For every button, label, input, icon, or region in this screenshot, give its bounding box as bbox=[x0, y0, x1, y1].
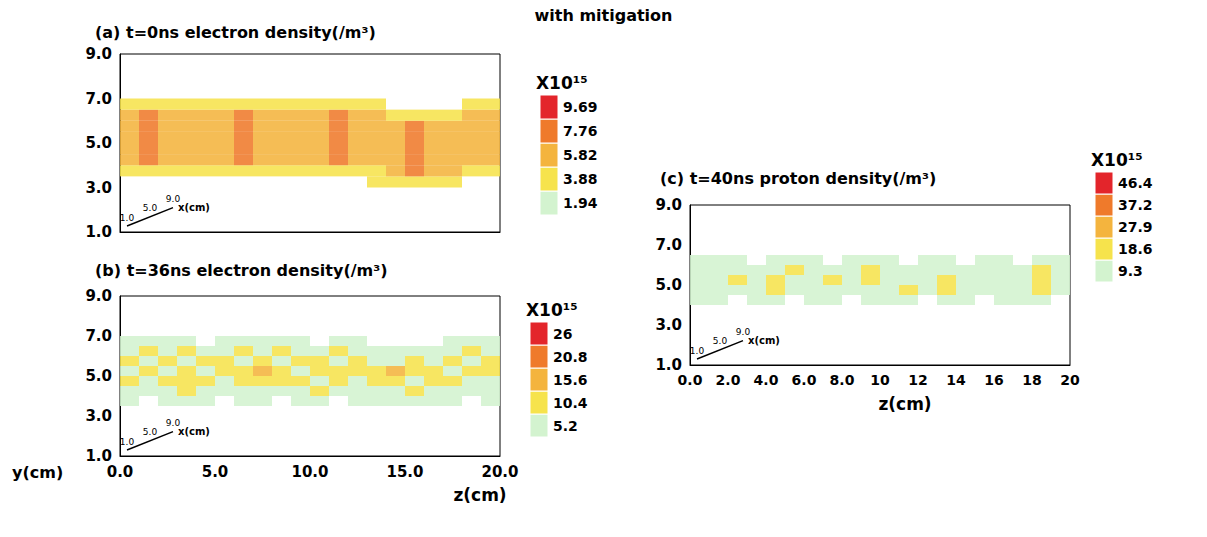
svg-text:7.0: 7.0 bbox=[85, 90, 112, 108]
svg-text:15.6: 15.6 bbox=[553, 372, 588, 388]
svg-text:2.0: 2.0 bbox=[716, 372, 741, 388]
svg-text:(b) t=36ns electron density(/m: (b) t=36ns electron density(/m³) bbox=[95, 261, 388, 280]
svg-text:27.9: 27.9 bbox=[1118, 219, 1153, 235]
svg-text:3.0: 3.0 bbox=[655, 316, 682, 334]
svg-text:5.0: 5.0 bbox=[85, 134, 112, 152]
svg-text:1.94: 1.94 bbox=[563, 195, 598, 211]
svg-text:5.0: 5.0 bbox=[143, 427, 158, 437]
svg-text:X10¹⁵: X10¹⁵ bbox=[526, 300, 578, 320]
svg-text:5.0: 5.0 bbox=[85, 367, 112, 385]
svg-text:12: 12 bbox=[908, 372, 927, 388]
svg-text:(c) t=40ns proton density(/m³): (c) t=40ns proton density(/m³) bbox=[660, 169, 936, 188]
svg-text:1.0: 1.0 bbox=[120, 437, 135, 447]
svg-text:4.0: 4.0 bbox=[754, 372, 779, 388]
svg-text:X10¹⁵: X10¹⁵ bbox=[536, 73, 588, 93]
svg-text:y(cm): y(cm) bbox=[12, 463, 63, 482]
svg-text:x(cm): x(cm) bbox=[178, 426, 210, 437]
svg-text:x(cm): x(cm) bbox=[748, 335, 780, 346]
svg-text:20: 20 bbox=[1060, 372, 1080, 388]
svg-text:1.0: 1.0 bbox=[85, 447, 112, 465]
svg-text:10.4: 10.4 bbox=[553, 395, 588, 411]
svg-text:7.76: 7.76 bbox=[563, 123, 598, 139]
svg-text:(a) t=0ns electron density(/m³: (a) t=0ns electron density(/m³) bbox=[95, 23, 376, 42]
svg-text:9.69: 9.69 bbox=[563, 99, 598, 115]
svg-text:1.0: 1.0 bbox=[690, 346, 705, 356]
svg-text:8.0: 8.0 bbox=[830, 372, 855, 388]
svg-text:9.0: 9.0 bbox=[85, 45, 112, 63]
svg-text:26: 26 bbox=[553, 326, 572, 342]
svg-text:7.0: 7.0 bbox=[655, 236, 682, 254]
svg-text:5.0: 5.0 bbox=[202, 463, 229, 481]
svg-text:x(cm): x(cm) bbox=[178, 202, 210, 213]
svg-text:9.3: 9.3 bbox=[1118, 263, 1143, 279]
svg-text:9.0: 9.0 bbox=[735, 327, 751, 338]
svg-text:0.0: 0.0 bbox=[107, 463, 134, 481]
svg-text:20.8: 20.8 bbox=[553, 349, 588, 365]
svg-text:with mitigation: with mitigation bbox=[535, 6, 673, 25]
svg-text:46.4: 46.4 bbox=[1118, 175, 1153, 191]
svg-text:1.0: 1.0 bbox=[120, 213, 135, 223]
svg-text:5.0: 5.0 bbox=[713, 336, 728, 346]
svg-text:0.0: 0.0 bbox=[678, 372, 703, 388]
svg-text:X10¹⁵: X10¹⁵ bbox=[1091, 150, 1143, 170]
svg-text:9.0: 9.0 bbox=[165, 194, 181, 205]
svg-text:5.82: 5.82 bbox=[563, 147, 598, 163]
svg-text:9.0: 9.0 bbox=[165, 418, 181, 429]
svg-text:1.0: 1.0 bbox=[655, 356, 682, 374]
svg-text:37.2: 37.2 bbox=[1118, 197, 1153, 213]
svg-text:20.0: 20.0 bbox=[481, 463, 518, 481]
svg-text:14: 14 bbox=[946, 372, 966, 388]
svg-text:3.88: 3.88 bbox=[563, 171, 598, 187]
svg-text:5.2: 5.2 bbox=[553, 418, 578, 434]
svg-text:6.0: 6.0 bbox=[792, 372, 817, 388]
svg-text:7.0: 7.0 bbox=[85, 327, 112, 345]
svg-text:16: 16 bbox=[984, 372, 1003, 388]
svg-text:3.0: 3.0 bbox=[85, 179, 112, 197]
svg-text:1.0: 1.0 bbox=[85, 223, 112, 241]
svg-text:10: 10 bbox=[870, 372, 890, 388]
svg-text:5.0: 5.0 bbox=[655, 276, 682, 294]
svg-text:z(cm): z(cm) bbox=[878, 394, 931, 414]
svg-text:10.0: 10.0 bbox=[291, 463, 328, 481]
svg-text:15.0: 15.0 bbox=[386, 463, 423, 481]
svg-text:9.0: 9.0 bbox=[85, 287, 112, 305]
svg-text:z(cm): z(cm) bbox=[453, 485, 506, 505]
svg-text:9.0: 9.0 bbox=[655, 196, 682, 214]
svg-text:5.0: 5.0 bbox=[143, 203, 158, 213]
svg-text:18.6: 18.6 bbox=[1118, 241, 1153, 257]
svg-text:18: 18 bbox=[1022, 372, 1041, 388]
svg-text:3.0: 3.0 bbox=[85, 407, 112, 425]
